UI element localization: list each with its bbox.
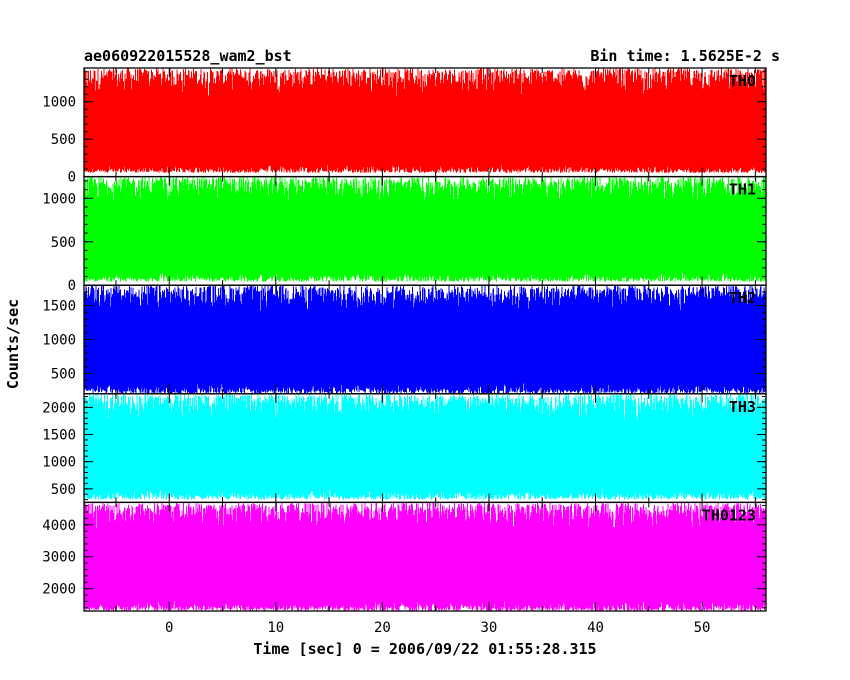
panel-th1: 0 500 1000 TH1 [42,175,767,294]
y-tick-label: 1000 [42,95,76,111]
y-tick-label: 0 [68,278,76,294]
series-core-th0123 [84,533,766,598]
y-tick-label: 500 [51,235,76,251]
y-tick-label: 1000 [42,333,76,349]
y-tick-label: 1500 [42,428,76,444]
y-tick-label: 2000 [42,400,76,416]
y-tick-label: 4000 [42,518,76,534]
x-tick-label: 50 [694,620,711,636]
y-tick-label: 1000 [42,455,76,471]
panel-th0123: 2000 3000 4000 TH0123 [42,501,767,612]
series-label: TH0 [729,72,756,90]
y-tick-label: 1000 [42,191,76,207]
x-tick-label: 20 [374,620,391,636]
series-label: TH3 [729,398,756,416]
series-core-th0 [84,101,766,162]
panel-th0: 0 500 1000 TH0 [42,67,767,186]
x-tick-label: 10 [267,620,284,636]
series-label: TH0123 [702,506,756,524]
series-core-th2 [84,317,766,381]
x-tick-label: 40 [587,620,604,636]
panel-th3: 500 1000 1500 2000 TH3 [42,393,767,504]
y-tick-label: 500 [51,482,76,498]
y-tick-label: 2000 [42,582,76,598]
series-label: TH2 [729,289,756,307]
y-axis-label: Counts/sec [4,299,22,389]
x-tick-label: 30 [481,620,498,636]
y-tick-label: 0 [68,170,76,186]
series-core-th1 [84,207,766,269]
plot-title-left: ae060922015528_wam2_bst [84,47,292,65]
panel-th2: 500 1000 1500 TH2 [42,284,767,395]
y-tick-label: 500 [51,366,76,382]
y-tick-label: 1500 [42,299,76,315]
y-tick-label: 3000 [42,550,76,566]
plot-title-right: Bin time: 1.5625E-2 s [590,47,780,65]
x-axis-label: Time [sec] 0 = 2006/09/22 01:55:28.315 [253,640,596,658]
x-tick-label: 0 [165,620,173,636]
y-tick-label: 500 [51,132,76,148]
series-core-th3 [84,423,766,486]
series-label: TH1 [729,181,756,199]
